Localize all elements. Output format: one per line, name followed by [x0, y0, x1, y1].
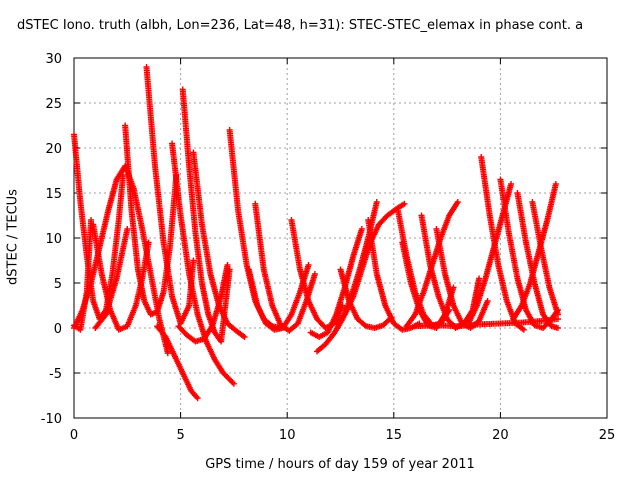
y-tick-label: -5: [49, 367, 62, 382]
x-tick-label: 15: [386, 428, 403, 443]
data-series: [143, 64, 197, 327]
data-series: [412, 316, 561, 330]
data-point: [241, 334, 248, 340]
y-tick-label: 10: [45, 232, 62, 247]
data-points: [71, 64, 561, 402]
data-point: [124, 226, 131, 232]
data-point: [305, 262, 312, 268]
y-tick-label: 5: [54, 277, 62, 292]
x-tick-label: 20: [492, 428, 509, 443]
data-series: [179, 86, 233, 345]
grid-lines: [74, 58, 607, 418]
data-point: [230, 380, 237, 387]
data-point: [552, 181, 559, 187]
data-point: [164, 350, 171, 357]
data-point: [358, 226, 365, 232]
data-point: [373, 199, 380, 205]
x-axis-label: GPS time / hours of day 159 of year 2011: [205, 457, 475, 472]
axis-ticks: 0 5 10 15 20 25 -10 -5 0 5 10 15 20 25 30: [41, 52, 616, 443]
y-tick-label: 20: [45, 142, 62, 157]
data-series: [71, 131, 127, 322]
data-point: [190, 257, 197, 264]
data-series: [190, 149, 248, 340]
data-series: [307, 226, 365, 340]
data-point: [224, 262, 231, 268]
data-series: [154, 323, 201, 402]
x-tick-label: 25: [599, 428, 616, 443]
data-point: [194, 395, 201, 402]
data-point: [454, 199, 461, 205]
data-series: [169, 140, 237, 387]
chart-title: dSTEC Iono. truth (albh, Lon=236, Lat=48…: [17, 18, 584, 33]
y-tick-label: -10: [41, 412, 62, 427]
data-series: [529, 199, 561, 318]
data-series: [122, 122, 180, 318]
y-tick-label: 30: [45, 52, 62, 67]
data-point: [476, 275, 483, 282]
data-point: [145, 239, 152, 246]
data-series: [71, 217, 95, 333]
y-tick-label: 15: [45, 187, 62, 202]
x-tick-label: 0: [70, 428, 78, 443]
data-series: [337, 266, 395, 331]
data-point: [554, 316, 561, 322]
data-series: [365, 217, 423, 333]
data-series: [418, 212, 483, 331]
y-tick-label: 25: [45, 97, 62, 112]
y-tick-label: 0: [54, 322, 62, 337]
data-series: [433, 226, 491, 331]
data-series: [92, 226, 131, 331]
data-series: [90, 221, 152, 333]
data-point: [401, 200, 408, 207]
data-point: [554, 325, 561, 331]
data-point: [484, 298, 491, 304]
x-tick-label: 10: [279, 428, 296, 443]
data-point: [520, 326, 527, 333]
data-point: [311, 271, 318, 277]
x-tick-label: 5: [176, 428, 184, 443]
y-axis-label: dSTEC / TECUs: [5, 189, 21, 285]
data-point: [88, 217, 95, 223]
data-point: [508, 181, 515, 187]
